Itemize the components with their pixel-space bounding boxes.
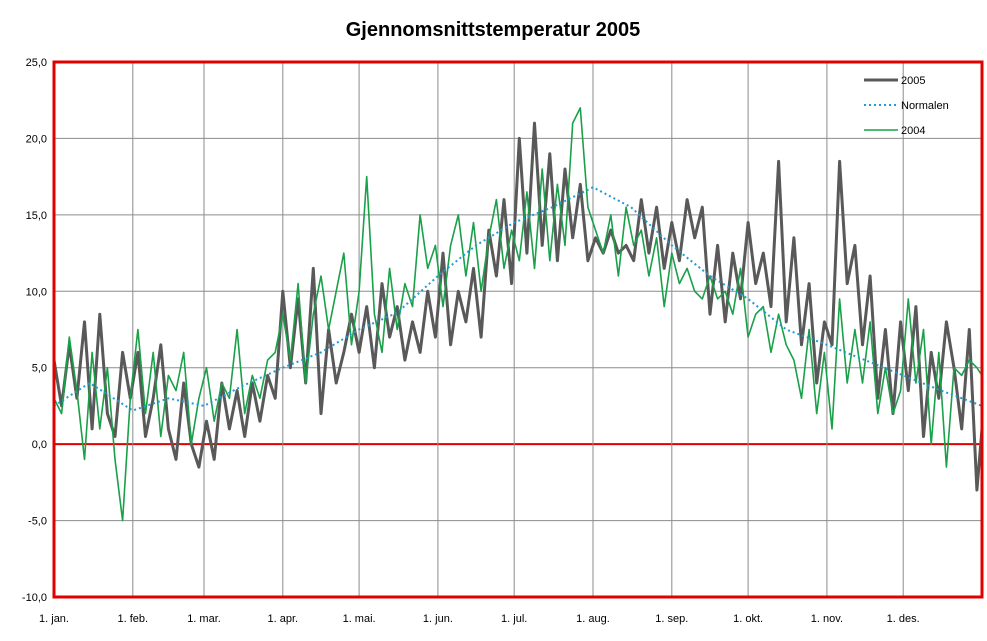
legend: 2005 Normalen 2004: [864, 75, 949, 137]
series-line-2005: [52, 121, 984, 492]
x-tick-label: 1. des.: [887, 613, 920, 625]
y-tick-label: 5,0: [32, 363, 47, 375]
x-tick-label: 1. feb.: [118, 613, 149, 625]
y-tick-label: 20,0: [26, 133, 47, 145]
x-tick-label: 1. aug.: [576, 613, 610, 625]
y-tick-label: 25,0: [26, 57, 47, 69]
y-tick-label: 15,0: [26, 210, 47, 222]
legend-label: Normalen: [901, 100, 949, 112]
x-tick-label: 1. sep.: [655, 613, 688, 625]
legend-label: 2005: [901, 75, 925, 87]
x-tick-label: 1. mar.: [187, 613, 221, 625]
x-tick-label: 1. mai.: [343, 613, 376, 625]
series-line-2004: [53, 107, 983, 522]
x-tick-label: 1. nov.: [811, 613, 843, 625]
x-tick-label: 1. jan.: [39, 613, 69, 625]
y-tick-label: 10,0: [26, 286, 47, 298]
y-tick-label: -10,0: [22, 592, 47, 604]
y-tick-label: 0,0: [32, 439, 47, 451]
series-line-normalen: [53, 186, 983, 412]
y-tick-label: -5,0: [28, 516, 47, 528]
axes: 25,0 20,0 15,0 10,0 5,0 0,0 -5,0 -10,0 1. jan. 1.…: [22, 57, 920, 625]
plot-area-border: [52, 60, 984, 599]
x-tick-label: 1. okt.: [733, 613, 763, 625]
legend-label: 2004: [901, 125, 925, 137]
x-tick-label: 1. jun.: [423, 613, 453, 625]
x-tick-label: 1. jul.: [501, 613, 527, 625]
x-tick-label: 1. apr.: [268, 613, 299, 625]
chart-title: Gjennomsnittstemperatur 2005: [346, 19, 641, 41]
series: [52, 107, 984, 522]
